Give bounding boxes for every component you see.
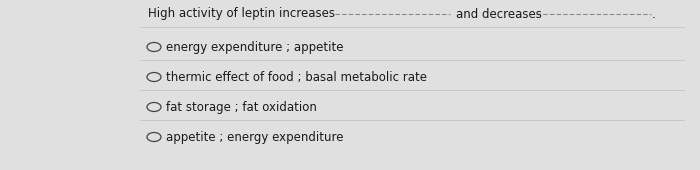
Text: thermic effect of food ; basal metabolic rate: thermic effect of food ; basal metabolic… (166, 71, 427, 83)
Text: High activity of leptin increases: High activity of leptin increases (148, 7, 335, 21)
Text: and decreases: and decreases (456, 7, 542, 21)
Text: fat storage ; fat oxidation: fat storage ; fat oxidation (166, 100, 317, 114)
Text: energy expenditure ; appetite: energy expenditure ; appetite (166, 40, 344, 54)
Text: appetite ; energy expenditure: appetite ; energy expenditure (166, 131, 344, 143)
Text: .: . (652, 7, 656, 21)
